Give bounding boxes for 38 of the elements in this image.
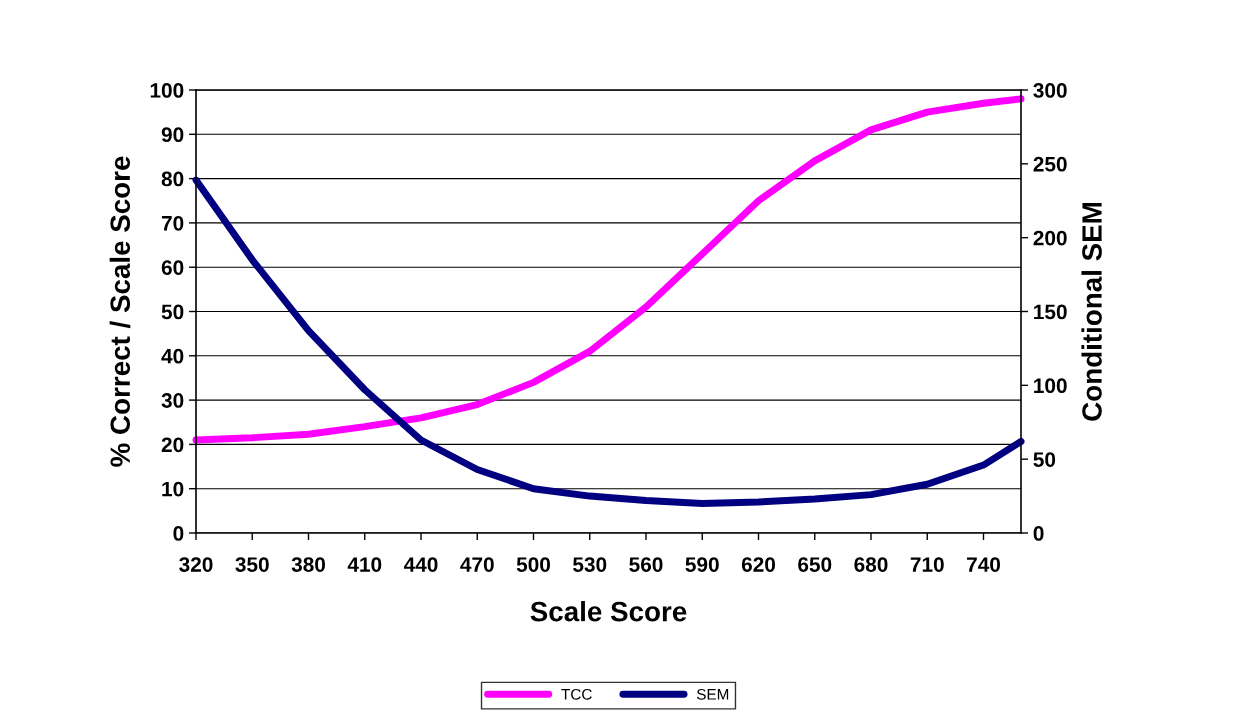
y-tick-label: 30 [161, 393, 184, 408]
y-tick-label: 90 [161, 127, 184, 143]
y2-tick-label: 150 [1034, 304, 1067, 320]
x-tick-label: 320 [179, 557, 213, 572]
y-tick-label: 0 [173, 526, 184, 541]
y2-tick-label: 100 [1034, 378, 1067, 394]
y2-tick-label: 300 [1033, 83, 1067, 98]
x-tick-label: 500 [516, 557, 551, 572]
y-tick-label: 70 [161, 215, 184, 231]
x-tick-label: 440 [403, 557, 438, 572]
x-tick-label: 350 [235, 557, 269, 572]
y-tick-label: 20 [161, 437, 184, 453]
x-tick-label: 620 [741, 557, 776, 572]
y2-tick-label: 200 [1033, 230, 1067, 246]
y-tick-label: 40 [161, 348, 184, 364]
x-tick-label: 560 [629, 557, 663, 572]
y-axis-title: % Correct / Scale Score [109, 156, 131, 467]
x-tick-label: 470 [460, 557, 494, 572]
x-tick-label: 680 [854, 557, 888, 572]
x-tick-label: 650 [798, 557, 832, 572]
y2-tick-label: 250 [1033, 156, 1067, 172]
legend-label: SEM [696, 688, 729, 700]
y2-tick-label: 50 [1033, 452, 1056, 467]
x-axis-title: Scale Score [530, 601, 687, 622]
legend-label: TCC [561, 688, 592, 700]
y2-axis-title: Conditional SEM [1081, 203, 1102, 421]
x-tick-label: 740 [967, 557, 1001, 572]
y-tick-label: 50 [161, 304, 184, 320]
x-tick-label: 410 [347, 557, 382, 572]
y-tick-label: 100 [150, 83, 184, 98]
x-tick-label: 380 [291, 557, 326, 572]
x-tick-label: 590 [685, 557, 719, 572]
x-tick-label: 530 [573, 557, 607, 572]
y-tick-label: 60 [161, 260, 184, 275]
x-tick-label: 710 [910, 557, 944, 572]
y-tick-label: 80 [161, 171, 184, 187]
y-tick-label: 10 [162, 481, 184, 497]
y2-tick-label: 0 [1033, 526, 1044, 541]
